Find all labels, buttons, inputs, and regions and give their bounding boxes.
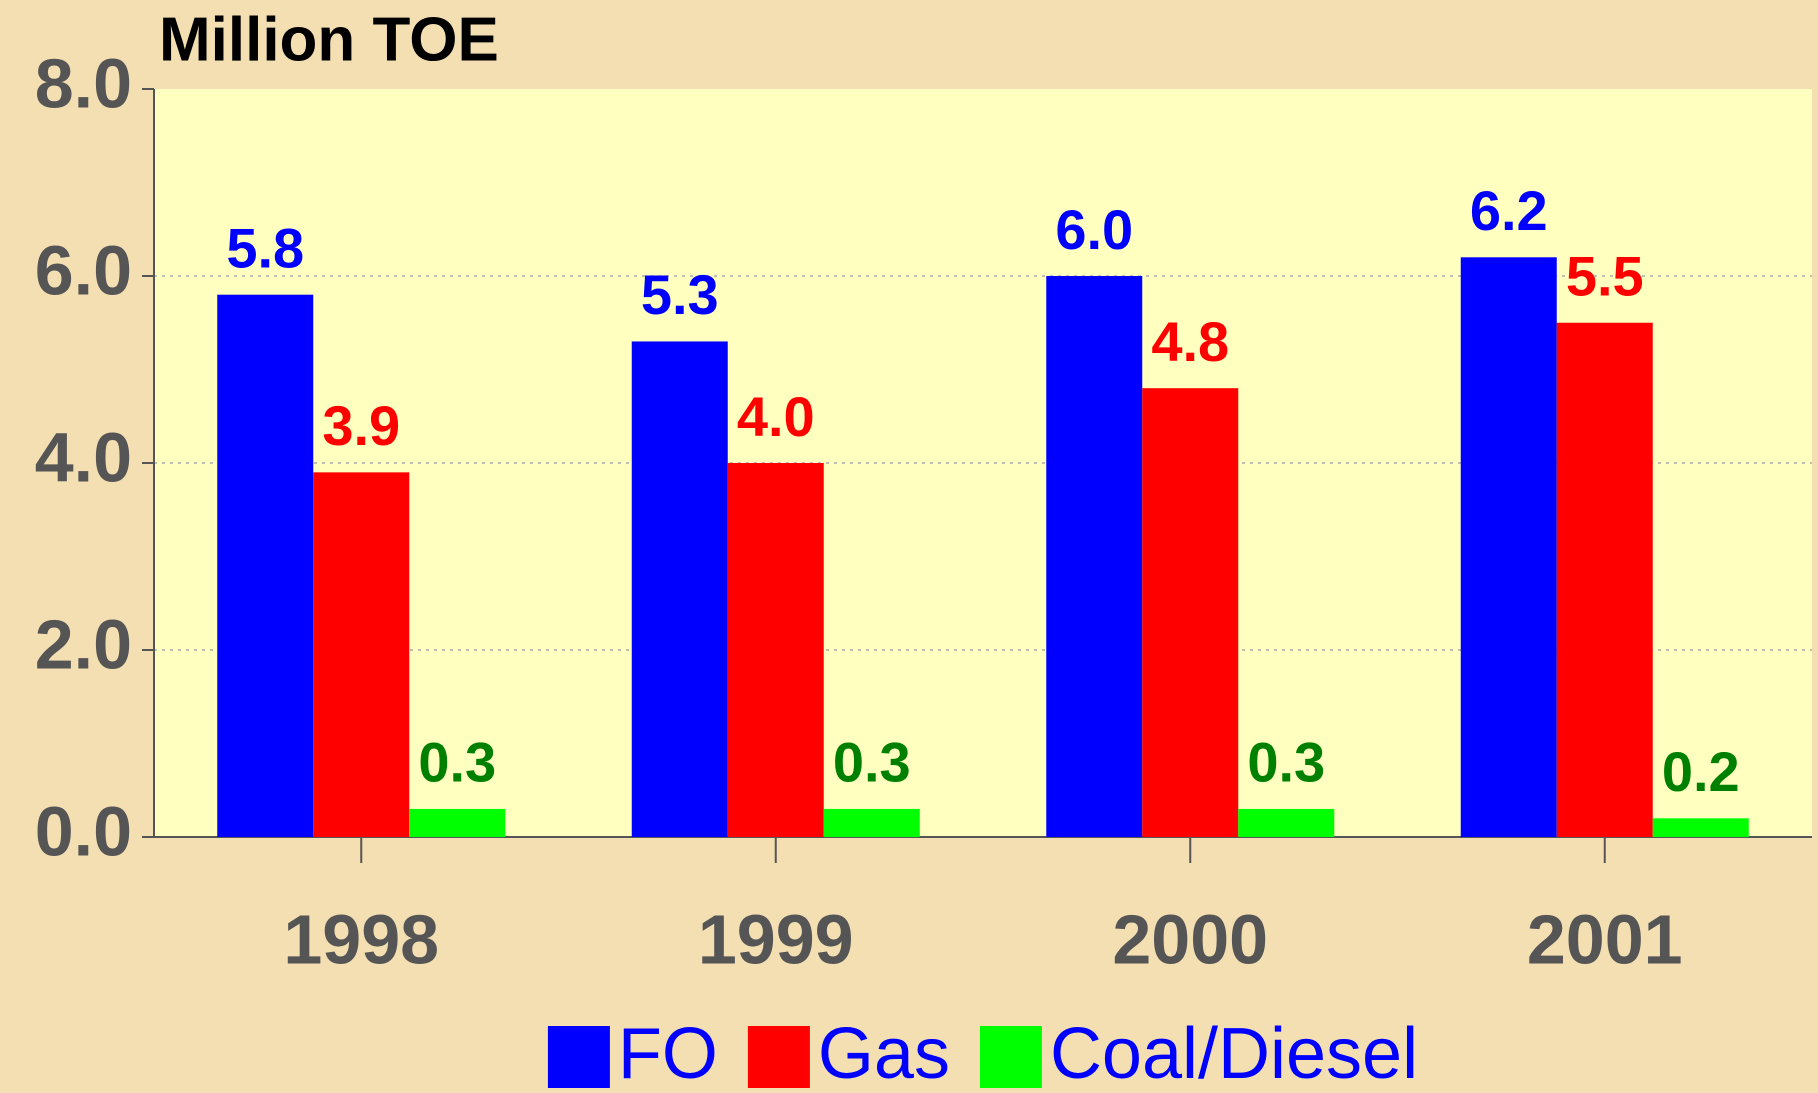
value-label: 0.3 — [418, 731, 496, 794]
bar — [823, 808, 920, 837]
legend-swatch — [747, 1026, 810, 1088]
bar — [409, 808, 506, 837]
value-label: 6.0 — [1055, 198, 1133, 261]
bar — [1460, 257, 1557, 837]
legend-swatch — [547, 1026, 610, 1088]
value-label: 6.2 — [1470, 179, 1548, 242]
value-label: 4.8 — [1151, 310, 1229, 373]
bar — [313, 472, 410, 837]
y-tick-label: 8.0 — [35, 44, 132, 122]
y-tick-label: 6.0 — [35, 231, 132, 309]
x-tick-label: 2000 — [1112, 900, 1268, 978]
value-label: 4.0 — [737, 385, 815, 448]
value-label: 0.2 — [1662, 740, 1740, 803]
legend-swatch — [979, 1026, 1042, 1088]
y-tick-label: 0.0 — [35, 792, 132, 870]
legend-label: Gas — [818, 1014, 950, 1093]
bar — [727, 463, 824, 837]
y-tick-label: 2.0 — [35, 605, 132, 683]
value-label: 5.3 — [641, 263, 719, 326]
value-label: 0.3 — [1247, 731, 1325, 794]
x-tick-label: 1999 — [698, 900, 854, 978]
bar — [1652, 818, 1749, 837]
value-label: 3.9 — [322, 394, 400, 457]
bar — [1046, 276, 1143, 837]
bar — [631, 341, 728, 837]
value-label: 0.3 — [833, 731, 911, 794]
chart-title: Million TOE — [159, 5, 499, 74]
x-tick-label: 1998 — [283, 900, 439, 978]
bar — [1556, 322, 1653, 837]
bar — [217, 294, 314, 837]
y-tick-label: 4.0 — [35, 418, 132, 496]
value-label: 5.8 — [226, 216, 304, 279]
legend-label: Coal/Diesel — [1050, 1014, 1418, 1093]
bar — [1142, 388, 1239, 837]
bar — [1238, 808, 1335, 837]
value-label: 5.5 — [1566, 245, 1644, 308]
x-tick-label: 2001 — [1527, 900, 1683, 978]
legend-label: FO — [618, 1014, 718, 1093]
